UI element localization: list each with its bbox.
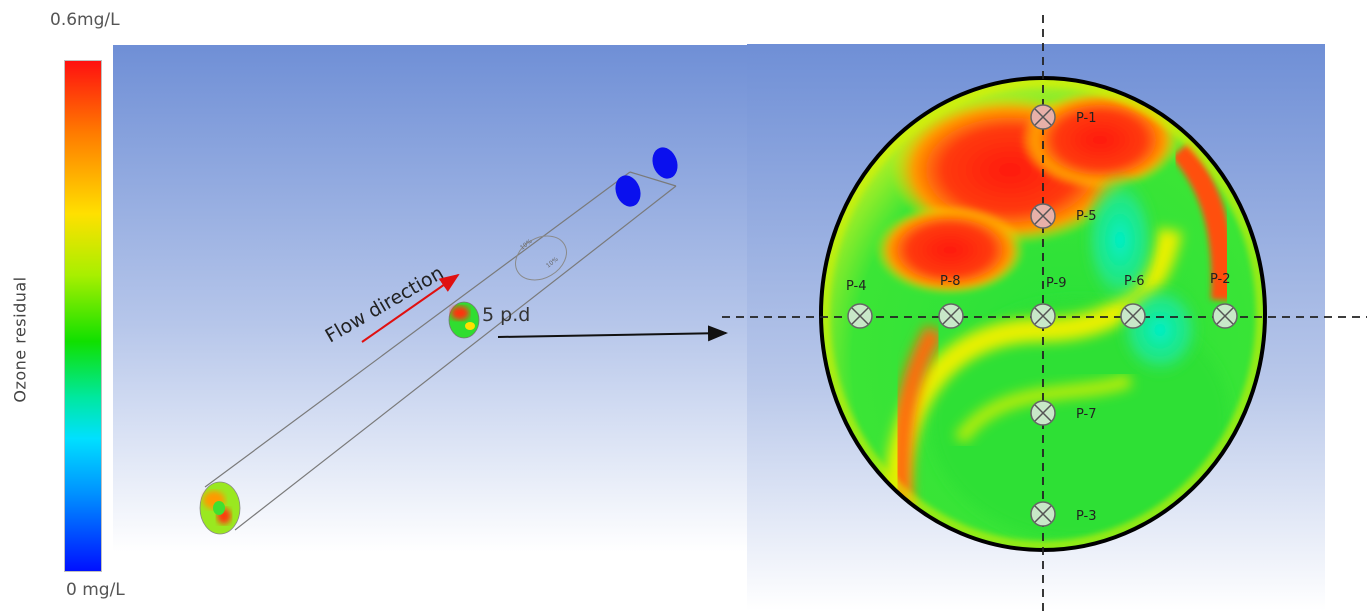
section-label: 5 p.d — [482, 304, 530, 326]
sampling-point-p-4: P-4 — [846, 279, 873, 329]
cross-mark-icon — [851, 307, 869, 325]
section-disc-5pd — [448, 301, 480, 339]
colorbar-max-label: 0.6mg/L — [50, 10, 120, 30]
pipe-view-background — [113, 45, 747, 552]
cross-mark-icon — [1034, 207, 1052, 225]
cross-mark-icon — [1034, 505, 1052, 523]
sampling-point-label: P-7 — [1076, 407, 1097, 422]
sampling-point-p-6: P-6 — [1120, 274, 1146, 329]
colorbar-min-label: 0 mg/L — [66, 580, 125, 600]
sampling-points: P-1 P-2 P-3 P-4 P-5 P-6 P-7 P-8 P-9 — [846, 104, 1238, 527]
cross-mark-icon — [1034, 307, 1052, 325]
cross-mark-icon — [1034, 108, 1052, 126]
sampling-point-p-8: P-8 — [938, 274, 964, 329]
zoom-arrow — [497, 325, 728, 342]
outlet-disc — [199, 481, 241, 535]
sampling-point-label: P-3 — [1076, 509, 1097, 524]
cross-section-disc — [819, 76, 1267, 552]
inlet-disc — [652, 147, 678, 179]
sampling-point-label: P-6 — [1124, 274, 1145, 289]
cross-mark-icon — [1034, 404, 1052, 422]
sampling-point-label: P-4 — [846, 279, 867, 294]
cross-mark-icon — [942, 307, 960, 325]
cross-mark-icon — [1216, 307, 1234, 325]
colorbar — [64, 60, 102, 572]
sampling-point-p-7: P-7 — [1030, 400, 1097, 426]
sampling-point-p-2: P-2 — [1210, 272, 1238, 329]
sampling-point-p-5: P-5 — [1030, 203, 1097, 229]
sampling-point-label: P-8 — [940, 274, 961, 289]
sampling-point-p-1: P-1 — [1030, 104, 1097, 130]
flow-direction-arrow — [361, 273, 460, 343]
sampling-point-label: P-5 — [1076, 209, 1097, 224]
sampling-point-label: P-9 — [1046, 276, 1067, 291]
inlet-disc — [615, 175, 641, 207]
cross-mark-icon — [1124, 307, 1142, 325]
sampling-point-p-3: P-3 — [1030, 501, 1097, 527]
pipe — [204, 171, 677, 531]
sampling-point-p-9: P-9 — [1030, 276, 1067, 329]
sampling-point-label: P-1 — [1076, 111, 1097, 126]
sampling-point-label: P-2 — [1210, 272, 1231, 287]
